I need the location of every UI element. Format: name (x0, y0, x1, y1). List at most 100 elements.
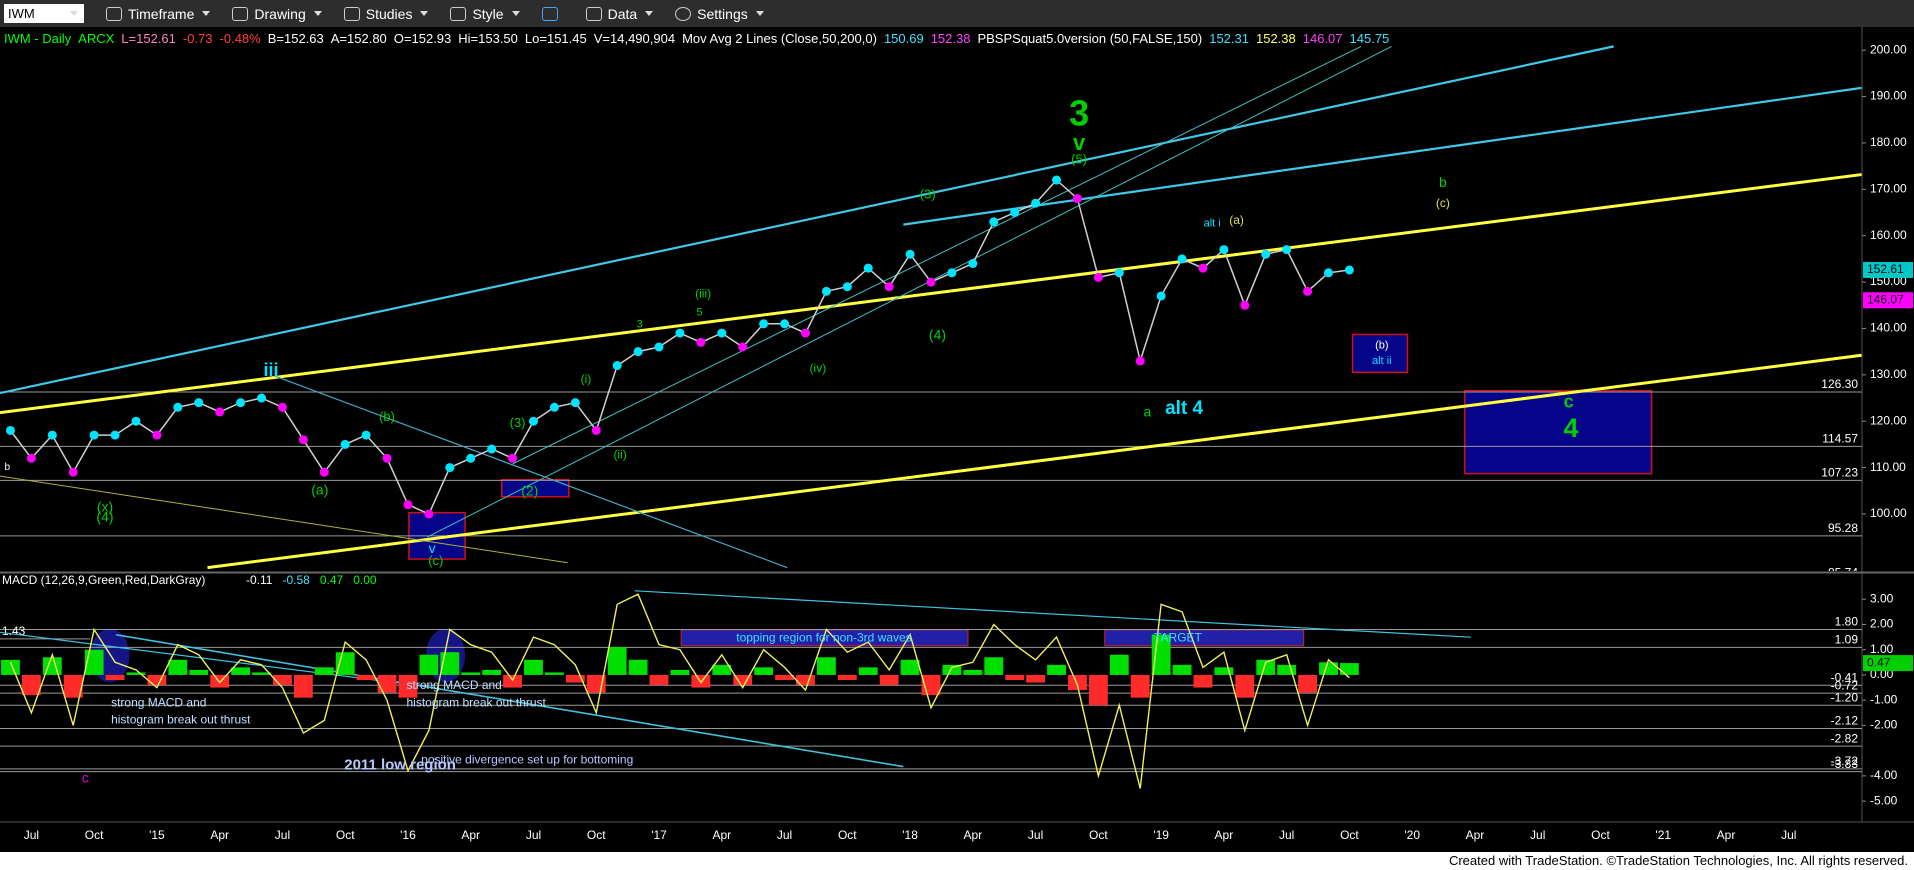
histogram-bar (252, 672, 271, 675)
y-tick-label: 200.00 (1870, 42, 1907, 56)
histogram-bar (105, 674, 125, 680)
menu-drawing[interactable]: Drawing (232, 5, 322, 22)
histogram-bar (1, 659, 20, 675)
readout-item: 146.07 (1302, 31, 1343, 46)
price-point (298, 435, 308, 445)
price-point (675, 328, 685, 338)
annotation: 5 (696, 306, 702, 318)
readout-item: 152.38 (930, 31, 971, 46)
level-label: 107.23 (1821, 466, 1858, 480)
y-tick-label: -5.00 (1870, 793, 1898, 807)
menu-label: Settings (697, 5, 748, 22)
level-label: 95.28 (1828, 521, 1858, 535)
price-marker-label: 146.07 (1867, 292, 1904, 306)
histogram-bar (879, 674, 899, 686)
y-tick-label: -1.00 (1870, 692, 1898, 706)
annotation: (2) (521, 483, 538, 499)
annotation: alt 4 (1165, 398, 1203, 419)
menu-style[interactable]: Style (450, 6, 520, 22)
level-label: 126.30 (1821, 377, 1858, 391)
annotation: (5) (1071, 151, 1087, 166)
price-point (194, 398, 204, 408)
menu-label: Drawing (254, 5, 306, 22)
histogram-bar (712, 664, 732, 675)
price-point (989, 217, 999, 227)
annotation: alt i (1204, 217, 1221, 229)
annotation: (3) (920, 187, 936, 202)
menu-data[interactable]: Data (585, 6, 654, 22)
histogram-bar (1068, 674, 1087, 691)
annotation: (4) (929, 326, 946, 342)
readout-item: L=152.61 (121, 31, 176, 46)
histogram-bar (963, 669, 983, 675)
annotation: b (1439, 174, 1447, 190)
readout-item: 152.38 (1255, 31, 1296, 46)
price-point (215, 407, 225, 417)
histogram-bar (1319, 662, 1338, 675)
readout-item: -0.48% (219, 31, 261, 46)
price-point (884, 282, 894, 292)
histogram-bar (858, 667, 878, 675)
trend-line (512, 45, 1362, 465)
price-point (236, 398, 246, 408)
price-point (152, 430, 162, 440)
layout-button[interactable] (541, 6, 564, 21)
histogram-bar (210, 674, 230, 688)
histogram-bar (1277, 664, 1297, 675)
annotation: (iii) (695, 286, 711, 300)
annotation: (a) (311, 481, 328, 497)
annotation: (i) (581, 372, 592, 386)
level-label: -2.82 (1831, 731, 1859, 745)
histogram-bar (628, 659, 648, 675)
y-tick-label: 160.00 (1870, 228, 1907, 242)
histogram-bar (147, 674, 167, 686)
annotation: strong MACD and (406, 678, 501, 692)
trend-line (0, 45, 1614, 395)
price-point (1052, 175, 1062, 185)
price-point (1344, 265, 1354, 275)
price-point (591, 425, 601, 435)
histogram-bar (775, 674, 794, 680)
trend-line (427, 45, 1392, 538)
price-point (508, 453, 518, 463)
annotation: v (429, 540, 436, 556)
x-tick-label: Oct (587, 828, 606, 842)
annotation: histogram break out thrust (406, 695, 546, 709)
symbol: IWM (8, 6, 35, 21)
price-point (570, 398, 580, 408)
price-marker-label: 0.47 (1867, 655, 1891, 669)
menu-settings[interactable]: Settings (675, 6, 764, 22)
price-point (1135, 356, 1145, 366)
histogram-bar (503, 674, 522, 688)
price-point (424, 509, 434, 519)
histogram-bar (670, 669, 690, 675)
histogram-bar (816, 657, 836, 675)
level-label: 1.09 (1835, 633, 1859, 647)
annotation: (b) (1375, 339, 1388, 351)
price-marker-label: 152.61 (1867, 262, 1904, 276)
symbol-box[interactable]: IWM (4, 4, 84, 23)
price-point (1240, 300, 1250, 310)
macd-line (9, 593, 1350, 789)
y-tick-label: 110.00 (1870, 460, 1906, 474)
histogram-bar (942, 664, 962, 675)
price-point (277, 402, 287, 412)
price-point (528, 416, 538, 426)
price-point (1010, 208, 1020, 218)
histogram-bar (984, 657, 1004, 675)
price-point (257, 393, 267, 403)
price-point (131, 416, 141, 426)
price-point (654, 342, 664, 352)
price-point (1093, 272, 1103, 282)
histogram-bar (545, 672, 564, 675)
histogram-bar (168, 659, 188, 675)
price-marker (1863, 292, 1913, 309)
y-tick-label: 2.00 (1870, 617, 1894, 631)
menu-studies[interactable]: Studies (343, 6, 429, 22)
menu-timeframe[interactable]: Timeframe (106, 6, 211, 22)
trend-line (634, 590, 1471, 638)
annotation: (c) (1436, 196, 1450, 210)
annotation: (iv) (810, 361, 827, 375)
price-point (1282, 245, 1292, 255)
region-box (1104, 629, 1305, 647)
